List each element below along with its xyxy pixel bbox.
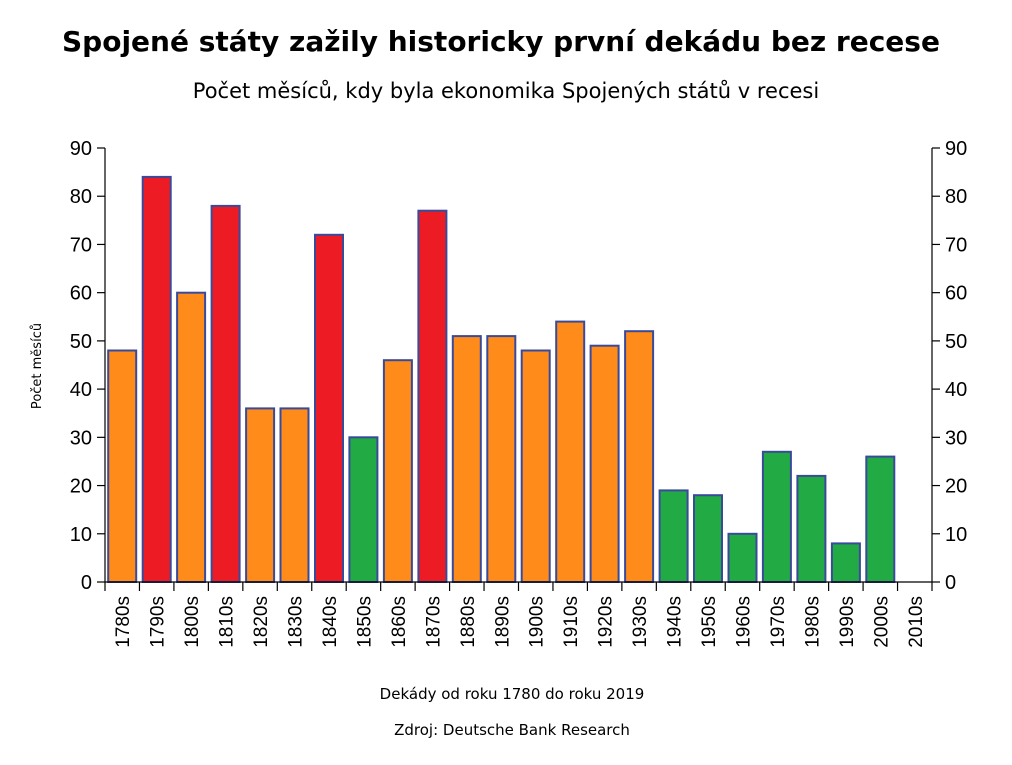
bar-1960s xyxy=(727,532,758,583)
x-tick-label: 1920s xyxy=(596,596,617,648)
bar-1830s xyxy=(279,407,310,583)
bar-1950s xyxy=(693,494,723,584)
x-tick-label: 1810s xyxy=(217,596,238,648)
y-tick-label-left: 60 xyxy=(70,283,92,305)
x-tick-label: 1840s xyxy=(320,596,341,648)
x-tick-label: 1860s xyxy=(389,596,410,648)
y-tick-label-left: 90 xyxy=(70,138,92,160)
bar-1810s xyxy=(210,204,241,583)
x-tick-label: 1880s xyxy=(458,596,479,648)
y-tick-label-right: 60 xyxy=(945,283,967,305)
y-tick-label-right: 0 xyxy=(945,572,956,594)
bar-1900s xyxy=(520,349,551,583)
bar-1980s xyxy=(796,474,827,583)
y-tick-label-right: 70 xyxy=(945,234,967,256)
y-tick-label-left: 20 xyxy=(70,476,92,498)
x-tick-label: 2000s xyxy=(871,596,892,648)
bars-layer xyxy=(107,175,896,584)
x-tick-label: 1890s xyxy=(492,596,513,648)
y-tick-label-left: 10 xyxy=(70,524,92,546)
y-tick-label-right: 50 xyxy=(945,331,967,353)
y-tick-label-left: 40 xyxy=(70,379,92,401)
bar-1860s xyxy=(382,359,413,584)
bar-1990s xyxy=(830,542,861,584)
y-tick-label-left: 30 xyxy=(70,427,92,449)
chart-title: Spojené státy zažily historicky první de… xyxy=(62,25,940,58)
x-tick-label: 1870s xyxy=(423,596,444,648)
bar-1790s xyxy=(141,175,172,583)
chart-subtitle: Počet měsíců, kdy byla ekonomika Spojený… xyxy=(192,79,820,103)
x-tick-label: 1850s xyxy=(354,596,375,648)
bar-1800s xyxy=(176,291,207,583)
bar-1890s xyxy=(486,335,517,583)
x-tick-label: 1950s xyxy=(699,596,720,648)
y-tick-label-left: 70 xyxy=(70,234,92,256)
y-tick-label-right: 80 xyxy=(945,186,967,208)
x-tick-label: 1900s xyxy=(527,596,548,648)
x-tick-label: 1790s xyxy=(148,596,169,648)
x-tick-label: 1980s xyxy=(802,596,823,648)
x-tick-label: 1830s xyxy=(286,596,307,648)
y-tick-label-left: 50 xyxy=(70,331,92,353)
y-tick-label-right: 90 xyxy=(945,138,967,160)
x-tick-label: 1990s xyxy=(837,596,858,648)
x-tick-label: 1940s xyxy=(665,596,686,648)
source-note: Zdroj: Deutsche Bank Research xyxy=(394,721,630,739)
bar-2000s xyxy=(865,455,896,584)
bar-1920s xyxy=(589,344,620,584)
x-tick-label: 1780s xyxy=(113,596,134,648)
y-tick-label-left: 80 xyxy=(70,186,92,208)
bar-1970s xyxy=(761,450,792,583)
bar-1780s xyxy=(107,349,138,583)
x-tick-label: 1800s xyxy=(182,596,203,648)
x-tick-label: 1910s xyxy=(561,596,582,648)
y-tick-label-right: 20 xyxy=(945,476,967,498)
bar-1820s xyxy=(245,407,276,583)
y-tick-label-right: 30 xyxy=(945,427,967,449)
bar-1910s xyxy=(555,320,586,583)
y-tick-label-right: 10 xyxy=(945,524,967,546)
x-tick-label: 1960s xyxy=(734,596,755,648)
bar-1880s xyxy=(451,335,482,583)
y-tick-label-left: 0 xyxy=(81,572,92,594)
y-axis-title: Počet měsíců xyxy=(30,323,45,409)
bar-1870s xyxy=(417,209,448,583)
x-tick-label: 1930s xyxy=(630,596,651,648)
x-tick-label: 2010s xyxy=(906,596,927,648)
bar-1840s xyxy=(314,233,344,584)
x-tick-label: 1970s xyxy=(768,596,789,648)
bar-1850s xyxy=(348,436,379,583)
bar-1930s xyxy=(624,330,655,584)
bar-1940s xyxy=(658,489,689,583)
x-tick-label: 1820s xyxy=(251,596,272,648)
y-tick-label-right: 40 xyxy=(945,379,967,401)
axes-layer: 0 0 10 10 20 20 30 30 40 40 50 50 60 60 70 70 80 80 90 90 17… xyxy=(70,138,968,648)
x-axis-title: Dekády od roku 1780 do roku 2019 xyxy=(379,685,645,703)
